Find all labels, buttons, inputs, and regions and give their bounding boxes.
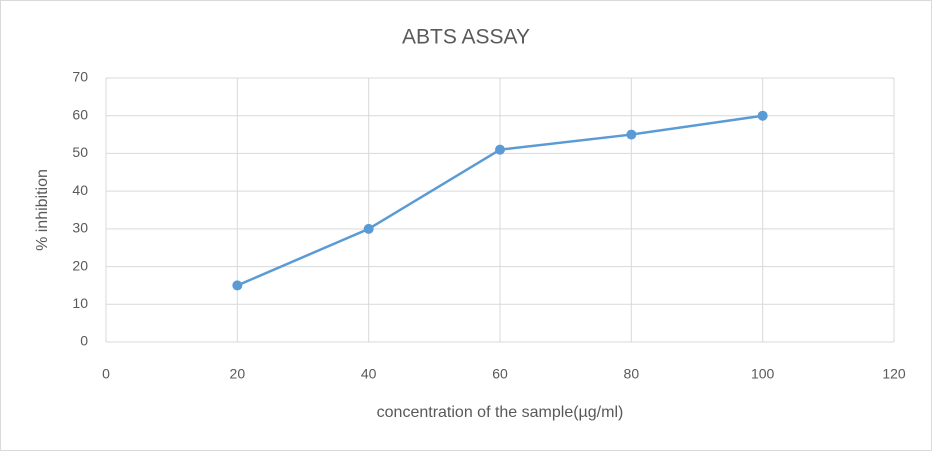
y-tick-label: 30 [72,220,88,236]
x-tick-label: 40 [361,366,377,382]
x-tick-label: 60 [492,366,508,382]
data-point [757,110,768,121]
x-tick-label: 100 [751,366,775,382]
y-tick-label: 0 [80,333,88,349]
y-tick-label: 10 [72,295,88,311]
y-tick-label: 50 [72,144,88,160]
x-tick-label: 0 [102,366,110,382]
y-tick-label: 60 [72,106,88,122]
data-point [495,144,505,155]
x-tick-label: 80 [624,366,640,382]
data-point [232,280,243,291]
x-axis-label: concentration of the sample(µg/ml) [377,404,624,421]
x-tick-label: 20 [230,366,246,382]
chart-title: ABTS ASSAY [402,26,530,49]
y-axis-label: % inhibition [34,169,51,251]
y-tick-label: 70 [72,69,88,85]
x-tick-label: 120 [882,366,906,382]
y-tick-label: 20 [72,257,88,273]
data-point [626,129,637,140]
data-point [363,223,374,234]
y-tick-label: 40 [72,182,88,198]
